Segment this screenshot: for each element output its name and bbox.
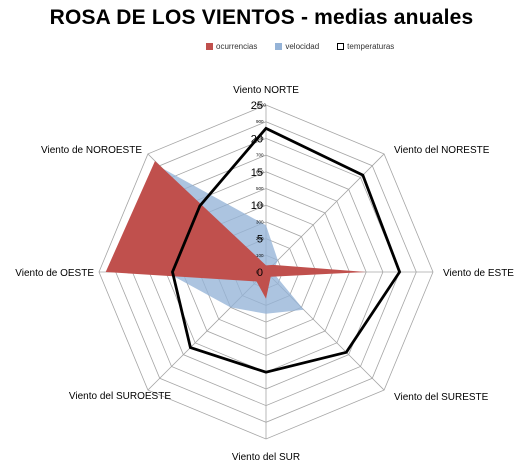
tick-label-secondary: 600 bbox=[256, 169, 264, 174]
legend-swatch-temperaturas bbox=[337, 42, 345, 50]
legend-label-temperaturas: temperaturas bbox=[347, 41, 395, 51]
grid-spoke bbox=[265, 153, 385, 273]
tick-label-secondary: 200 bbox=[256, 236, 264, 241]
legend-item-ocurrencias: ocurrencias bbox=[206, 42, 257, 51]
legend-item-temperaturas: temperaturas bbox=[337, 42, 394, 51]
tick-label-secondary: 300 bbox=[256, 219, 264, 224]
category-label: Viento del SUROESTE bbox=[69, 391, 171, 402]
legend-swatch-ocurrencias bbox=[206, 42, 213, 50]
legend-swatch-velocidad bbox=[275, 42, 283, 50]
tick-label-secondary: 700 bbox=[256, 153, 264, 158]
series-ocurrencias bbox=[105, 161, 367, 299]
chart-title: ROSA DE LOS VIENTOS - medias anuales bbox=[49, 6, 474, 29]
tick-label-primary: 25 bbox=[251, 100, 263, 112]
legend-label-velocidad: velocidad bbox=[285, 41, 320, 51]
radar-ticks: 0100200300400500600700800900100005101520… bbox=[251, 100, 267, 279]
legend-item-velocidad: velocidad bbox=[275, 42, 319, 51]
tick-label-secondary: 500 bbox=[256, 186, 264, 191]
legend-label-ocurrencias: ocurrencias bbox=[216, 41, 258, 51]
category-label: Viento del SUR bbox=[232, 452, 300, 463]
tick-label-primary: 15 bbox=[251, 167, 263, 179]
category-label: Viento del SURESTE bbox=[394, 392, 489, 403]
tick-label-secondary: 900 bbox=[256, 119, 264, 124]
category-label: Viento de ESTE bbox=[443, 268, 514, 279]
tick-label-primary: 20 bbox=[251, 133, 263, 145]
tick-label-primary: 0 bbox=[257, 267, 263, 279]
tick-label-secondary: 400 bbox=[256, 203, 264, 208]
tick-label-primary: 10 bbox=[251, 200, 263, 212]
radar-axis-labels: Viento NORTE Viento del NORESTE Viento de … bbox=[15, 85, 514, 463]
tick-label-secondary: 0 bbox=[256, 270, 259, 275]
radar-series bbox=[105, 126, 402, 374]
category-label: Viento del NORESTE bbox=[394, 145, 490, 156]
category-label: Viento NORTE bbox=[233, 85, 299, 96]
tick-label-secondary: 800 bbox=[256, 136, 264, 141]
category-label: Viento de OESTE bbox=[15, 268, 94, 279]
tick-label-secondary: 100 bbox=[256, 253, 264, 258]
legend: ocurrencias velocidad temperaturas bbox=[206, 40, 412, 52]
tick-label-primary: 5 bbox=[257, 234, 263, 246]
category-label: Viento de NOROESTE bbox=[41, 145, 142, 156]
series-temperaturas bbox=[171, 126, 402, 374]
tick-label-secondary: 1000 bbox=[256, 103, 267, 108]
